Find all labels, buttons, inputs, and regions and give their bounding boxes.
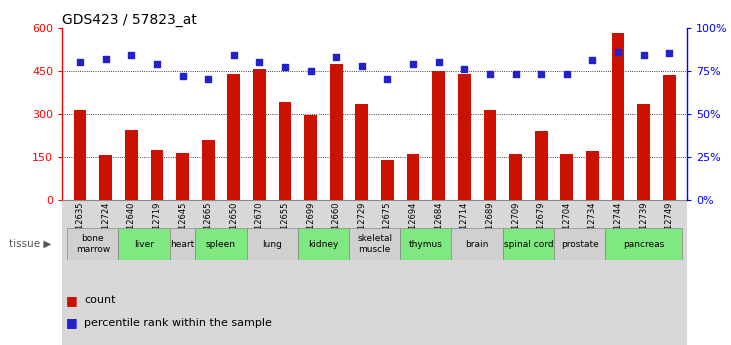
Text: ■: ■ [66, 316, 77, 329]
Point [202, 77, 214, 82]
Bar [202, 140, 214, 200]
Point [279, 65, 291, 70]
Point [228, 52, 240, 58]
Bar [432, 71, 445, 200]
Point [458, 66, 470, 72]
Text: bone
marrow: bone marrow [76, 234, 110, 254]
Text: liver: liver [134, 239, 154, 249]
Point [305, 68, 317, 73]
Text: brain: brain [466, 239, 489, 249]
Point [254, 59, 265, 65]
Text: lung: lung [262, 239, 282, 249]
Bar [381, 160, 394, 200]
Bar [195, 228, 246, 260]
Bar [151, 150, 163, 200]
Bar [355, 104, 368, 200]
Text: count: count [84, 295, 115, 305]
Bar [67, 228, 118, 260]
Point [126, 52, 137, 58]
Bar [605, 228, 682, 260]
Point [612, 49, 624, 55]
Point [151, 61, 163, 67]
Point [100, 56, 112, 61]
Point [356, 63, 368, 68]
Bar [176, 152, 189, 200]
Text: pancreas: pancreas [623, 239, 664, 249]
Text: prostate: prostate [561, 239, 599, 249]
Bar [99, 155, 112, 200]
Point [637, 52, 649, 58]
Bar [401, 228, 452, 260]
Bar [74, 110, 86, 200]
Text: ■: ■ [66, 294, 77, 307]
Point [177, 73, 189, 79]
Bar [483, 110, 496, 200]
Bar [253, 69, 266, 200]
Bar [330, 63, 343, 200]
Bar [125, 130, 137, 200]
Bar [509, 154, 522, 200]
Bar [612, 33, 624, 200]
Point [586, 58, 598, 63]
Point [510, 71, 521, 77]
Text: spleen: spleen [206, 239, 236, 249]
Bar [62, 200, 687, 345]
Bar [279, 102, 292, 200]
Text: heart: heart [170, 239, 194, 249]
Text: skeletal
muscle: skeletal muscle [357, 234, 393, 254]
Bar [227, 73, 240, 200]
Bar [349, 228, 401, 260]
Bar [554, 228, 605, 260]
Bar [304, 115, 317, 200]
Point [75, 59, 86, 65]
Bar [406, 154, 420, 200]
Text: percentile rank within the sample: percentile rank within the sample [84, 318, 272, 327]
Point [330, 54, 342, 60]
Point [484, 71, 496, 77]
Text: spinal cord: spinal cord [504, 239, 553, 249]
Bar [503, 228, 554, 260]
Bar [637, 104, 650, 200]
Bar [561, 154, 573, 200]
Text: thymus: thymus [409, 239, 443, 249]
Point [382, 77, 393, 82]
Bar [535, 131, 548, 200]
Point [535, 71, 547, 77]
Bar [586, 151, 599, 200]
Bar [170, 228, 195, 260]
Bar [246, 228, 298, 260]
Text: tissue ▶: tissue ▶ [9, 239, 51, 249]
Bar [452, 228, 503, 260]
Bar [118, 228, 170, 260]
Text: GDS423 / 57823_at: GDS423 / 57823_at [62, 12, 197, 27]
Point [663, 51, 675, 56]
Text: kidney: kidney [308, 239, 338, 249]
Bar [663, 75, 675, 200]
Bar [458, 73, 471, 200]
Bar [298, 228, 349, 260]
Point [407, 61, 419, 67]
Point [433, 59, 444, 65]
Point [561, 71, 572, 77]
